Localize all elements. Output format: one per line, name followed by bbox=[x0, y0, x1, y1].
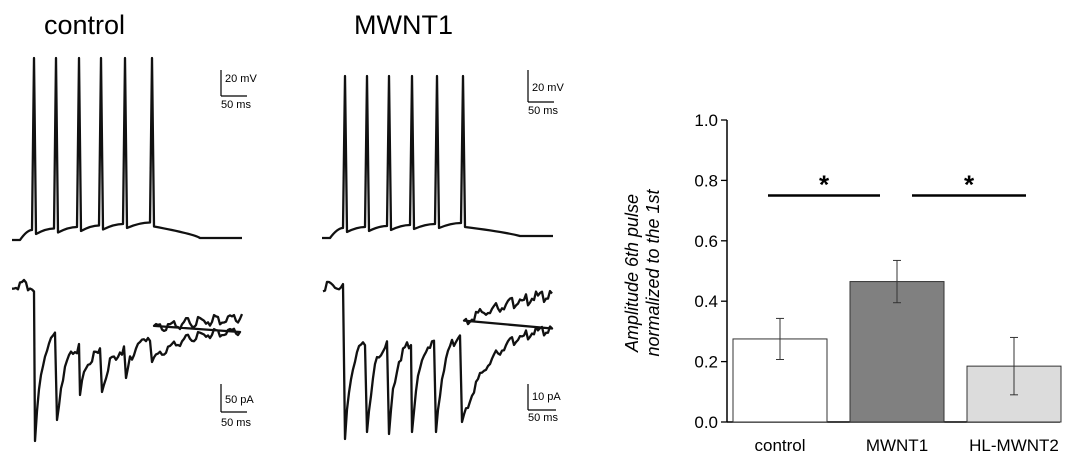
y-tick-label: 0.6 bbox=[694, 232, 718, 251]
control-voltage-amplitude-label: 20 mV bbox=[225, 73, 257, 85]
significance-star: * bbox=[964, 170, 975, 200]
y-tick-label: 0.0 bbox=[694, 413, 718, 432]
y-axis-label-line1: Amplitude 6th pulse bbox=[622, 194, 642, 353]
control-voltage-scale-bar bbox=[220, 70, 247, 97]
control-current-trace bbox=[11, 278, 244, 443]
y-tick-label: 1.0 bbox=[694, 111, 718, 130]
traces bbox=[11, 56, 554, 443]
mwnt1-voltage-trace bbox=[322, 74, 553, 240]
mwnt1-current-trace bbox=[322, 280, 554, 441]
mwnt1-current-scale-bar bbox=[527, 384, 556, 411]
control-current-amplitude-label: 50 pA bbox=[225, 394, 254, 406]
control-panel-title: control bbox=[44, 10, 126, 40]
bar bbox=[849, 281, 945, 423]
x-tick-label: control bbox=[754, 436, 805, 455]
mwnt1-voltage-time-label: 50 ms bbox=[528, 105, 558, 117]
mwnt1-voltage-scale-bar bbox=[527, 70, 554, 103]
control-current-time-label: 50 ms bbox=[221, 417, 251, 429]
y-tick-label: 0.8 bbox=[694, 171, 718, 190]
x-tick-label: HL-MWNT2 bbox=[969, 436, 1059, 455]
mwnt1-voltage-amplitude-label: 20 mV bbox=[532, 82, 564, 94]
mwnt1-panel-title: MWNT1 bbox=[354, 10, 453, 40]
control-voltage-time-label: 50 ms bbox=[221, 99, 251, 111]
control-current-scale-bar bbox=[220, 384, 247, 413]
y-tick-label: 0.4 bbox=[694, 292, 718, 311]
control-voltage-trace bbox=[12, 56, 242, 242]
mwnt1-current-time-label: 50 ms bbox=[528, 412, 558, 424]
x-tick-label: MWNT1 bbox=[866, 436, 928, 455]
bar-chart: 0.0 0.2 0.4 0.6 0.8 1.0 control MWNT1 HL-MWNT2 * * bbox=[694, 111, 1062, 455]
y-axis-label-line2: normalized to the 1st bbox=[643, 188, 663, 356]
significance-star: * bbox=[819, 170, 830, 200]
y-tick-label: 0.2 bbox=[694, 353, 718, 372]
mwnt1-current-amplitude-label: 10 pA bbox=[532, 391, 561, 403]
